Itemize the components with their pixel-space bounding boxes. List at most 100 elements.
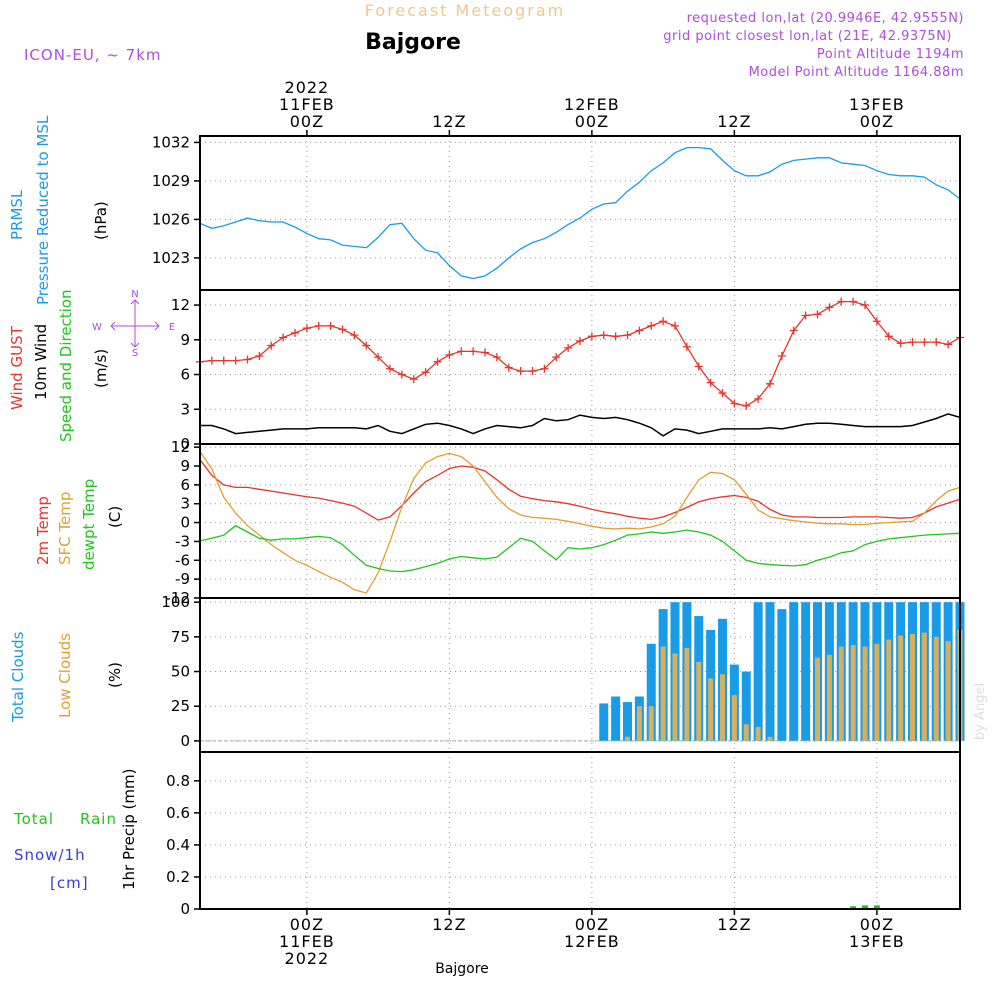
gust-marker	[386, 364, 394, 373]
panel-frames	[199, 135, 961, 910]
precip-label-cm: [cm]	[50, 874, 89, 892]
gust-marker	[587, 332, 596, 341]
wind-panel-frame	[199, 289, 961, 445]
compass-e: E	[169, 322, 175, 333]
gust-marker	[896, 339, 905, 348]
gust-marker	[291, 328, 299, 337]
pressure-ytick-label: 1032	[152, 133, 190, 151]
gust-marker	[516, 367, 525, 376]
gust-marker	[397, 370, 406, 379]
gust-marker	[813, 310, 822, 319]
product-title: Forecast Meteogram	[365, 1, 565, 20]
low-cloud-bar	[660, 646, 666, 741]
low-cloud-bar	[708, 678, 714, 741]
gust-marker	[374, 353, 383, 362]
compass-arrows-icon	[110, 299, 160, 348]
bottom-xtick-label: 13FEB	[849, 932, 905, 951]
top-xtick-label: 12Z	[432, 112, 466, 131]
low-cloud-bar	[838, 646, 844, 741]
watermark: by Angel	[973, 683, 988, 740]
gust-marker	[611, 332, 620, 341]
gust-marker	[872, 317, 881, 326]
pressure-line	[199, 146, 961, 280]
gust-marker	[659, 317, 668, 326]
dewpt-line	[199, 524, 961, 573]
temp-ytick-label: 9	[180, 457, 190, 475]
total-cloud-bar	[623, 702, 632, 741]
gust-marker	[706, 378, 715, 387]
gust-marker	[504, 363, 513, 372]
gust-marker	[481, 348, 489, 357]
top-xtick-label: 2022	[285, 78, 330, 97]
cloud-label-low: Low Clouds	[56, 633, 74, 718]
gust-marker	[338, 325, 347, 334]
total-cloud-bar	[599, 703, 609, 741]
low-cloud-bar	[672, 653, 678, 741]
low-cloud-bar	[886, 639, 892, 741]
temp-label-dew: dewpt Temp	[80, 479, 98, 570]
gust-marker	[861, 301, 869, 310]
tick-layer: 1023102610291032036912-12-9-6-3036912025…	[152, 133, 200, 918]
low-cloud-bar	[648, 706, 654, 741]
gust-marker	[789, 326, 798, 335]
rain-bar	[862, 905, 868, 909]
precip-label-snow: Snow/1h	[14, 846, 86, 864]
top-xtick-label: 00Z	[290, 112, 324, 131]
cloud-units: (%)	[106, 662, 124, 688]
bottom-xtick-label: 00Z	[290, 915, 324, 934]
gust-marker	[279, 333, 288, 342]
top-xtick-label: 13FEB	[849, 95, 905, 114]
gust-marker	[920, 338, 929, 347]
pressure-panel-frame	[199, 135, 961, 291]
temp-units: (C)	[106, 506, 124, 528]
gust-marker	[267, 341, 276, 350]
bottom-xtick-label: 11FEB	[279, 932, 335, 951]
total-cloud-bar	[753, 602, 763, 741]
temp-panel-labels: 2m Temp SFC Temp dewpt Temp (C)	[34, 479, 124, 570]
temp-ytick-label: -6	[175, 551, 190, 569]
pressure-units: (hPa)	[92, 201, 110, 240]
gust-marker	[944, 340, 953, 349]
top-xtick-label: 00Z	[575, 112, 609, 131]
wind-label-10m: 10m Wind	[32, 324, 50, 400]
gust-marker	[671, 321, 679, 330]
compass-s: S	[132, 348, 138, 359]
gust-marker	[682, 342, 691, 351]
top-xtick-label: 12FEB	[564, 95, 620, 114]
low-cloud-bar	[636, 706, 642, 741]
gust-marker	[540, 364, 549, 373]
precip-label-rain: Rain	[80, 810, 117, 828]
precip-ytick-label: 0	[180, 900, 190, 918]
wind-ytick-label: 0	[180, 435, 190, 453]
gust-marker	[576, 336, 584, 345]
location-title: Bajgore	[365, 30, 461, 55]
low-cloud-bar	[743, 724, 749, 741]
gust-marker	[314, 321, 323, 330]
temp-ytick-label: -9	[175, 570, 190, 588]
precip-ytick-label: 0.4	[166, 836, 190, 854]
wind-ytick-label: 3	[180, 400, 190, 418]
gust-marker	[492, 353, 501, 362]
gust-marker	[255, 352, 264, 360]
model-label: ICON-EU, ~ 7km	[24, 46, 162, 64]
gust-marker	[469, 347, 478, 356]
low-cloud-bar	[945, 641, 951, 741]
low-cloud-bar	[625, 736, 630, 741]
requested-point: requested lon,lat (20.9946E, 42.9555N)	[687, 11, 964, 26]
low-cloud-bar	[850, 645, 856, 741]
temp-label-2m: 2m Temp	[34, 496, 52, 565]
gust-marker	[409, 375, 418, 384]
precip-units: 1hr Precip (mm)	[120, 769, 138, 890]
cloud-panel-frame	[199, 597, 961, 753]
precip-ytick-label: 0.6	[166, 804, 190, 822]
pressure-label-prmsl: PRMSL	[8, 189, 26, 240]
gust-marker	[350, 331, 359, 340]
bottom-xtick-label: 12Z	[717, 915, 751, 934]
bottom-xtick-label: 12FEB	[564, 932, 620, 951]
precip-ytick-label: 0.8	[166, 772, 190, 790]
gust-marker	[421, 368, 430, 377]
pressure-ytick-label: 1029	[152, 172, 190, 190]
low-cloud-bar	[921, 632, 927, 741]
precip-panel-frame	[199, 751, 961, 910]
bottom-xtick-label: 00Z	[860, 915, 894, 934]
